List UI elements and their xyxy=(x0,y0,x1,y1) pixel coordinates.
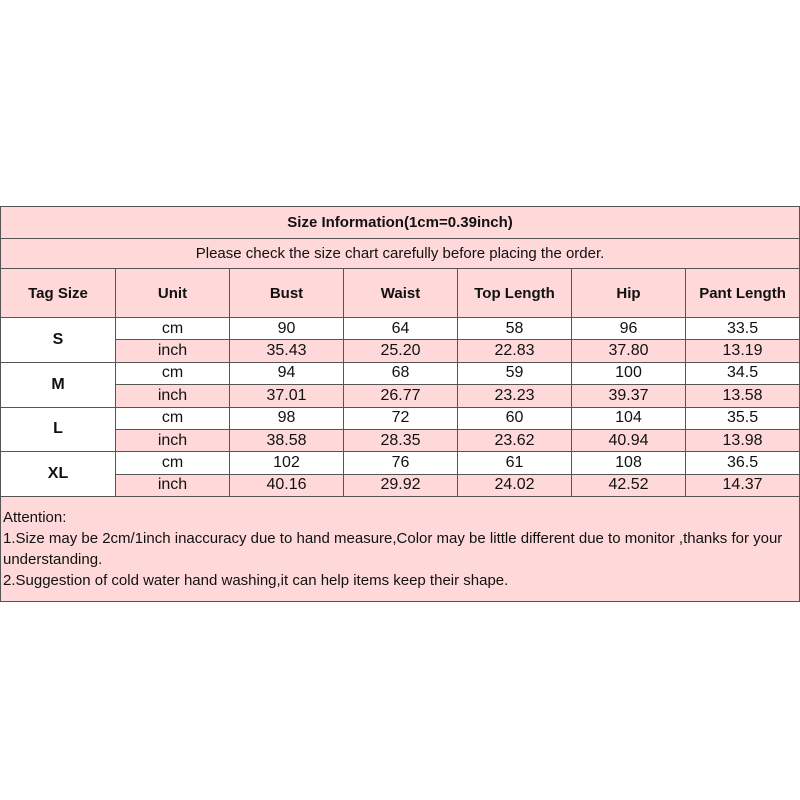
value-cell: 104 xyxy=(571,406,686,430)
table-row: XL cm 102 76 61 108 36.5 xyxy=(0,451,800,498)
value-cell: 14.37 xyxy=(684,473,800,498)
header-top-length: Top Length xyxy=(457,268,572,318)
header-row: Tag Size Unit Bust Waist Top Length Hip … xyxy=(0,268,800,318)
header-waist: Waist xyxy=(343,268,458,318)
unit-cell: cm xyxy=(115,361,230,386)
unit-cell: inch xyxy=(115,384,230,408)
table-row: inch 40.16 29.92 24.02 42.52 14.37 xyxy=(1,473,800,498)
tag-size-cell: S xyxy=(0,317,116,363)
tag-size-cell: L xyxy=(0,406,116,453)
value-cell: 24.02 xyxy=(457,473,572,498)
table-row: inch 37.01 26.77 23.23 39.37 13.58 xyxy=(1,384,800,408)
value-cell: 76 xyxy=(343,451,458,475)
value-cell: 26.77 xyxy=(343,384,458,408)
value-cell: 42.52 xyxy=(571,473,686,498)
unit-cell: cm xyxy=(115,406,230,430)
value-cell: 23.23 xyxy=(457,384,572,408)
header-unit: Unit xyxy=(115,268,230,318)
value-cell: 100 xyxy=(571,361,686,386)
chart-subtitle: Please check the size chart carefully be… xyxy=(0,238,800,269)
value-cell: 58 xyxy=(457,316,572,341)
value-cell: 40.94 xyxy=(571,428,686,453)
value-cell: 108 xyxy=(571,451,686,475)
tag-size-cell: XL xyxy=(0,451,116,498)
value-cell: 68 xyxy=(343,361,458,386)
value-cell: 13.98 xyxy=(684,428,800,453)
value-cell: 96 xyxy=(571,316,686,341)
attention-line: 1.Size may be 2cm/1inch inaccuracy due t… xyxy=(3,530,783,569)
unit-cell: cm xyxy=(115,451,230,475)
value-cell: 37.80 xyxy=(571,339,686,363)
attention-line: 2.Suggestion of cold water hand washing,… xyxy=(3,572,509,590)
value-cell: 28.35 xyxy=(343,428,458,453)
value-cell: 29.92 xyxy=(343,473,458,498)
attention-notes: Attention: 1.Size may be 2cm/1inch inaccu… xyxy=(0,496,800,603)
header-bust: Bust xyxy=(229,268,344,318)
value-cell: 90 xyxy=(229,316,344,341)
value-cell: 94 xyxy=(229,361,344,386)
header-hip: Hip xyxy=(571,268,686,318)
value-cell: 72 xyxy=(343,406,458,430)
unit-cell: cm xyxy=(115,316,230,341)
value-cell: 13.58 xyxy=(684,384,800,408)
value-cell: 34.5 xyxy=(684,361,800,386)
table-row: inch 38.58 28.35 23.62 40.94 13.98 xyxy=(1,428,800,453)
value-cell: 60 xyxy=(457,406,572,430)
value-cell: 59 xyxy=(457,361,572,386)
unit-cell: inch xyxy=(115,428,230,453)
value-cell: 39.37 xyxy=(571,384,686,408)
value-cell: 22.83 xyxy=(457,339,572,363)
value-cell: 98 xyxy=(229,406,344,430)
header-tag-size: Tag Size xyxy=(0,268,116,318)
value-cell: 13.19 xyxy=(684,339,800,363)
value-cell: 40.16 xyxy=(229,473,344,498)
value-cell: 23.62 xyxy=(457,428,572,453)
attention-heading: Attention: xyxy=(3,509,67,527)
header-pant-length: Pant Length xyxy=(684,268,800,318)
value-cell: 64 xyxy=(343,316,458,341)
value-cell: 33.5 xyxy=(684,316,800,341)
value-cell: 37.01 xyxy=(229,384,344,408)
size-chart: Size Information(1cm=0.39inch) Please ch… xyxy=(0,206,800,603)
size-table: Size Information(1cm=0.39inch) Please ch… xyxy=(0,206,800,603)
tag-size-cell: M xyxy=(0,361,116,408)
unit-cell: inch xyxy=(115,339,230,363)
unit-cell: inch xyxy=(115,473,230,498)
value-cell: 35.43 xyxy=(229,339,344,363)
chart-title: Size Information(1cm=0.39inch) xyxy=(0,206,800,239)
value-cell: 25.20 xyxy=(343,339,458,363)
value-cell: 102 xyxy=(229,451,344,475)
table-row: inch 35.43 25.20 22.83 37.80 13.19 xyxy=(1,339,800,363)
value-cell: 61 xyxy=(457,451,572,475)
value-cell: 35.5 xyxy=(684,406,800,430)
value-cell: 36.5 xyxy=(684,451,800,475)
value-cell: 38.58 xyxy=(229,428,344,453)
